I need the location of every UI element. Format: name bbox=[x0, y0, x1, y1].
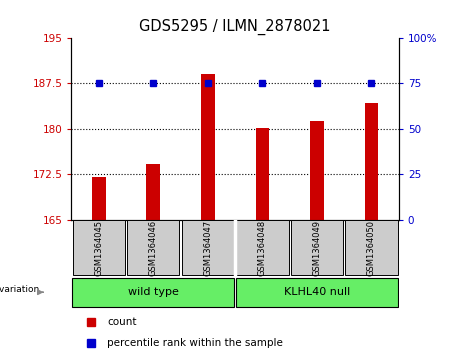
Text: count: count bbox=[107, 317, 137, 327]
Bar bbox=[291, 220, 343, 275]
Text: GSM1364050: GSM1364050 bbox=[367, 220, 376, 276]
Text: GSM1364045: GSM1364045 bbox=[94, 220, 103, 276]
Bar bbox=[255, 128, 269, 220]
Text: KLHL40 null: KLHL40 null bbox=[284, 287, 350, 297]
Text: wild type: wild type bbox=[128, 287, 178, 297]
Text: genotype/variation: genotype/variation bbox=[0, 285, 39, 294]
Bar bbox=[147, 164, 160, 220]
Text: GSM1364048: GSM1364048 bbox=[258, 220, 267, 276]
Bar bbox=[236, 220, 289, 275]
Bar bbox=[127, 220, 179, 275]
Bar bbox=[182, 220, 234, 275]
Bar bbox=[236, 277, 398, 307]
Bar bbox=[72, 277, 234, 307]
Title: GDS5295 / ILMN_2878021: GDS5295 / ILMN_2878021 bbox=[139, 19, 331, 35]
Bar bbox=[365, 103, 378, 220]
Bar bbox=[310, 121, 324, 220]
Bar bbox=[92, 177, 106, 220]
Text: GSM1364047: GSM1364047 bbox=[203, 220, 213, 276]
Text: GSM1364046: GSM1364046 bbox=[149, 220, 158, 276]
Bar bbox=[72, 220, 125, 275]
Bar bbox=[201, 74, 215, 220]
Bar bbox=[345, 220, 398, 275]
Text: GSM1364049: GSM1364049 bbox=[313, 220, 321, 276]
Text: percentile rank within the sample: percentile rank within the sample bbox=[107, 338, 284, 347]
